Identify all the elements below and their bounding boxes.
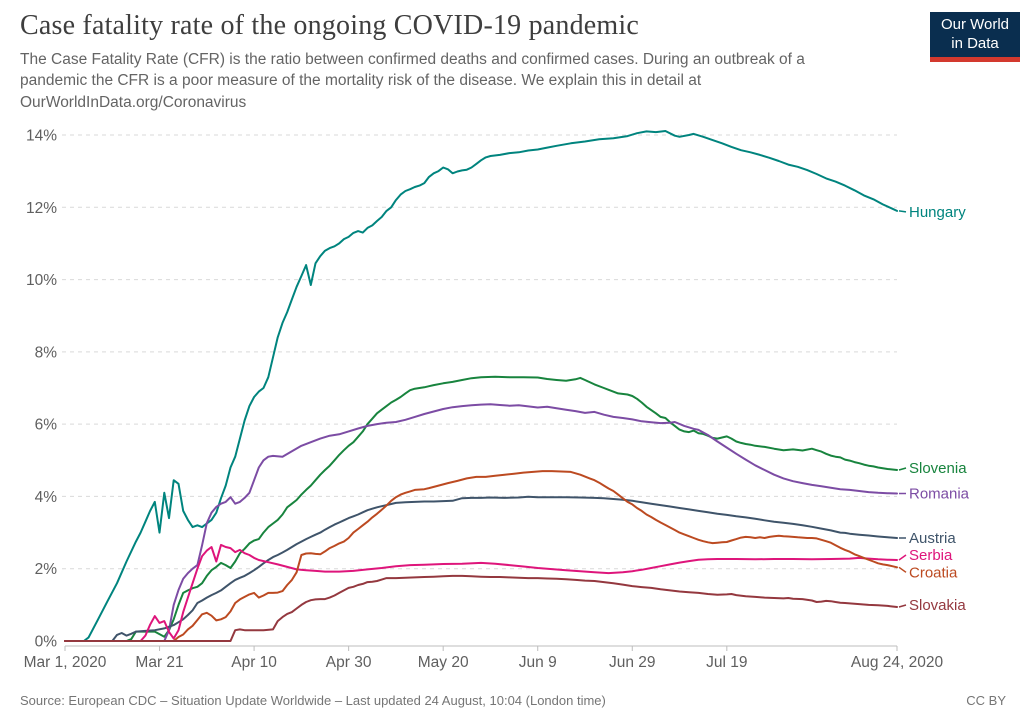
series-label-austria[interactable]: Austria bbox=[909, 530, 956, 547]
x-tick-label-Jun-9: Jun 9 bbox=[519, 654, 557, 671]
owid-logo-red-bar bbox=[930, 57, 1020, 62]
owid-logo: Our World in Data bbox=[930, 12, 1020, 62]
series-line-austria[interactable] bbox=[64, 495, 898, 642]
chart-subtitle: The Case Fatality Rate (CFR) is the rati… bbox=[20, 51, 805, 111]
y-tick-label-4%: 4% bbox=[35, 489, 58, 506]
owid-logo-text: Our World in Data bbox=[930, 12, 1020, 57]
series-label-slovakia[interactable]: Slovakia bbox=[909, 597, 966, 614]
y-tick-label-2%: 2% bbox=[35, 561, 58, 578]
series-label-connector-hungary bbox=[898, 210, 907, 213]
series-label-serbia[interactable]: Serbia bbox=[909, 547, 953, 564]
chart-footer: Source: European CDC – Situation Update … bbox=[20, 693, 1006, 708]
series-label-slovenia[interactable]: Slovenia bbox=[909, 460, 967, 477]
x-tick-label-Apr-30: Apr 30 bbox=[326, 654, 372, 671]
series-line-slovenia[interactable] bbox=[64, 375, 898, 642]
series-label-connector-croatia bbox=[898, 566, 907, 573]
series-line-croatia[interactable] bbox=[64, 470, 898, 642]
chart-header: Case fatality rate of the ongoing COVID-… bbox=[20, 10, 915, 113]
x-tick-label-May-20: May 20 bbox=[418, 654, 469, 671]
series-line-serbia[interactable] bbox=[64, 543, 898, 642]
owid-logo-line2: in Data bbox=[951, 34, 999, 52]
y-tick-label-14%: 14% bbox=[26, 128, 57, 145]
x-tick-label-Aug-24-2020: Aug 24, 2020 bbox=[851, 654, 944, 671]
license-badge: CC BY bbox=[966, 693, 1006, 708]
y-tick-label-0%: 0% bbox=[35, 634, 58, 651]
x-tick-label-Jun-29: Jun 29 bbox=[609, 654, 656, 671]
y-tick-label-8%: 8% bbox=[35, 344, 58, 361]
x-tick-label-Jul-19: Jul 19 bbox=[706, 654, 747, 671]
series-label-croatia[interactable]: Croatia bbox=[909, 564, 958, 581]
series-label-connector-slovakia bbox=[898, 604, 907, 608]
chart-title: Case fatality rate of the ongoing COVID-… bbox=[20, 10, 640, 41]
series-label-romania[interactable]: Romania bbox=[909, 486, 970, 503]
series-label-connector-serbia bbox=[898, 554, 907, 561]
x-tick-label-Mar-1-2020: Mar 1, 2020 bbox=[24, 654, 107, 671]
series-label-hungary[interactable]: Hungary bbox=[909, 204, 966, 221]
y-tick-label-10%: 10% bbox=[26, 272, 57, 289]
x-tick-label-Mar-21: Mar 21 bbox=[135, 654, 183, 671]
series-label-connector-slovenia bbox=[898, 467, 907, 471]
series-line-romania[interactable] bbox=[64, 403, 898, 642]
series-line-hungary[interactable] bbox=[64, 130, 898, 642]
y-tick-label-12%: 12% bbox=[26, 200, 57, 217]
source-note: Source: European CDC – Situation Update … bbox=[20, 693, 606, 708]
series-line-slovakia[interactable] bbox=[64, 574, 898, 642]
x-tick-label-Apr-10: Apr 10 bbox=[231, 654, 277, 671]
y-tick-label-6%: 6% bbox=[35, 417, 58, 434]
owid-logo-line1: Our World bbox=[940, 15, 1010, 33]
